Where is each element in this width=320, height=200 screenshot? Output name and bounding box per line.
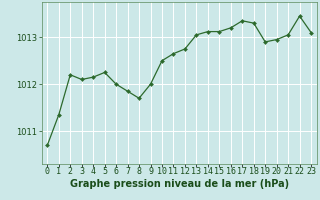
X-axis label: Graphe pression niveau de la mer (hPa): Graphe pression niveau de la mer (hPa): [70, 179, 289, 189]
